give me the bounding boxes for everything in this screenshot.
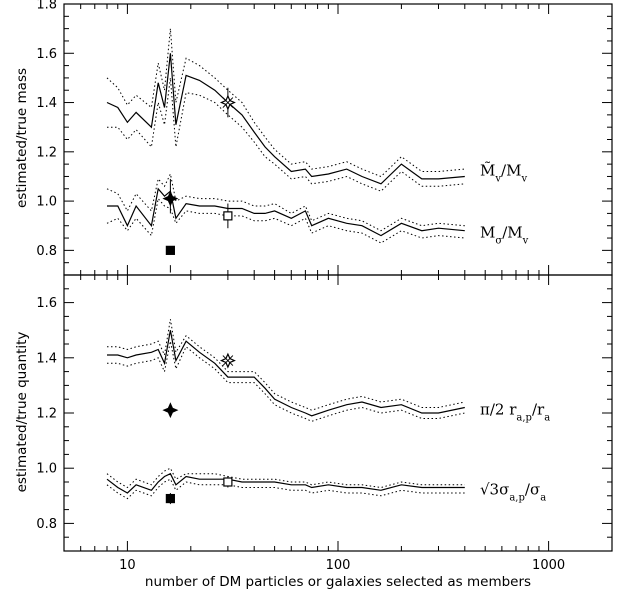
series-upper-bound <box>106 467 465 489</box>
series-label-subscript: a <box>540 492 546 503</box>
series-label-text: /σ <box>525 481 540 499</box>
y-tick-label: 1.6 <box>36 47 57 62</box>
y-tick-label: 1.8 <box>36 0 57 13</box>
y-tick-label: 0.8 <box>36 517 57 532</box>
series-label-subscript: σ <box>495 235 502 246</box>
open-square-marker <box>223 211 233 221</box>
series-upper-bound <box>106 172 465 232</box>
series-label-text: π/2 r <box>480 400 517 418</box>
series-label-subscript: v <box>522 235 529 246</box>
y-tick-label: 0.8 <box>36 244 57 259</box>
series-label-text: /r <box>532 400 545 418</box>
series-label-text: M̃ <box>480 161 495 179</box>
series-label: Mσ/Mv <box>480 224 529 247</box>
series-median-line <box>106 472 465 494</box>
filled-square-marker <box>165 493 175 504</box>
y-tick-label: 1.4 <box>36 96 57 111</box>
x-tick-label: 10 <box>119 558 136 573</box>
series-lower-bound <box>107 77 465 192</box>
series-label: M̃v/Mv <box>480 161 527 184</box>
series-median-line <box>107 330 465 417</box>
series-label: π/2 ra,p/ra <box>480 400 550 423</box>
series-upper-bound <box>106 28 465 178</box>
series-median-line <box>107 187 465 237</box>
x-tick-label: 1000 <box>532 558 565 573</box>
series-median-line <box>106 53 465 185</box>
series-label: √3σa,p/σa <box>480 481 546 504</box>
y-tick-label: 1.6 <box>36 296 57 311</box>
series-label-subscript: v <box>520 173 527 184</box>
series-label-text: M <box>480 224 495 242</box>
series-lower-bound <box>107 341 465 422</box>
y-tick-label: 1.2 <box>36 407 57 422</box>
series-lower-bound <box>106 478 465 500</box>
y-axis-label-top: estimated/true mass <box>14 68 30 208</box>
series-label-text: √3σ <box>480 481 509 499</box>
filled-square-marker <box>165 245 175 255</box>
series-label-text: /M <box>502 224 522 242</box>
series-label-subscript: v <box>494 173 501 184</box>
series-lower-bound <box>106 197 465 244</box>
y-axis-label-bottom: estimated/true quantity <box>14 332 30 493</box>
filled-star-marker <box>162 190 179 207</box>
series-label-subscript: a,p <box>516 412 532 423</box>
series-upper-bound <box>107 319 465 411</box>
y-tick-label: 1.0 <box>36 462 57 477</box>
series-label-subscript: a,p <box>509 492 525 503</box>
y-tick-label: 1.2 <box>36 145 57 160</box>
filled-star-marker <box>162 402 179 419</box>
y-tick-label: 1.0 <box>36 195 57 210</box>
x-axis-label: number of DM particles or galaxies selec… <box>145 574 531 590</box>
series-label-subscript: a <box>544 412 550 423</box>
open-star-marker-cross <box>222 97 234 108</box>
series-label-text: /M <box>501 161 521 179</box>
open-star-marker-cross <box>222 355 234 366</box>
open-square-marker <box>223 477 233 487</box>
y-tick-label: 1.4 <box>36 351 57 366</box>
x-tick-label: 100 <box>326 558 351 573</box>
plot-frame <box>63 3 613 276</box>
